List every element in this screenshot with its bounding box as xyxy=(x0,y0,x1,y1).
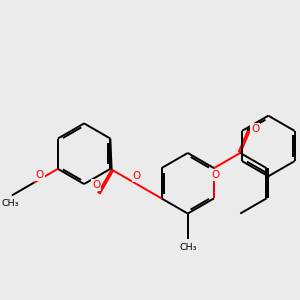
Text: O: O xyxy=(251,124,260,134)
Text: O: O xyxy=(36,170,44,180)
Text: CH₃: CH₃ xyxy=(179,243,196,252)
Text: CH₃: CH₃ xyxy=(1,199,19,208)
Text: O: O xyxy=(92,180,100,190)
Text: O: O xyxy=(133,171,141,181)
Text: O: O xyxy=(212,170,220,180)
